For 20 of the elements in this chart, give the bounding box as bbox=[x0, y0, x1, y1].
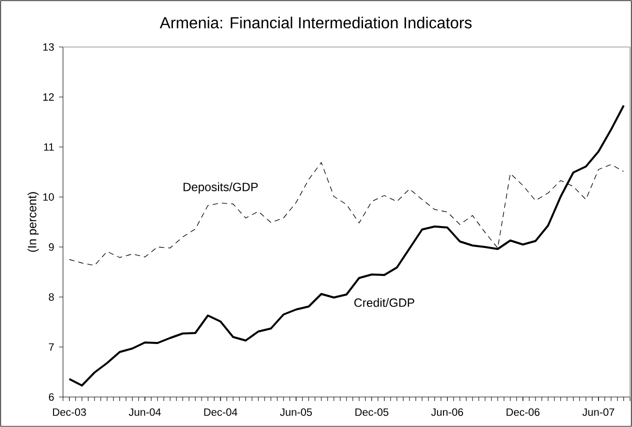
y-tick-label: 7 bbox=[48, 343, 54, 351]
y-tick-label: 12 bbox=[43, 93, 54, 101]
y-tick-label: 9 bbox=[48, 243, 54, 251]
series-label: Deposits/GDP bbox=[184, 182, 258, 194]
series-label: Credit/GDP bbox=[354, 298, 414, 307]
y-tick-label: 13 bbox=[43, 43, 54, 51]
y-tick-label: 10 bbox=[43, 193, 54, 201]
x-tick-label: Dec-04 bbox=[204, 408, 238, 416]
x-tick-label: Dec-06 bbox=[506, 408, 540, 416]
y-tick-label: 8 bbox=[48, 293, 54, 301]
x-tick-label: Dec-05 bbox=[355, 408, 388, 416]
x-tick-label: Jun-06 bbox=[431, 408, 464, 416]
y-tick-label: 11 bbox=[44, 143, 54, 151]
chart-title: Armenia: Financial Intermediation Indicators bbox=[160, 16, 472, 28]
x-tick-label: Dec-03 bbox=[53, 408, 86, 416]
y-axis-title: (In percent) bbox=[28, 192, 39, 252]
y-tick-label: 6 bbox=[48, 393, 54, 401]
x-tick-label: Jun-04 bbox=[128, 408, 161, 416]
x-tick-label: Jun-05 bbox=[280, 408, 312, 416]
x-tick-label: Jun-07 bbox=[582, 408, 614, 416]
